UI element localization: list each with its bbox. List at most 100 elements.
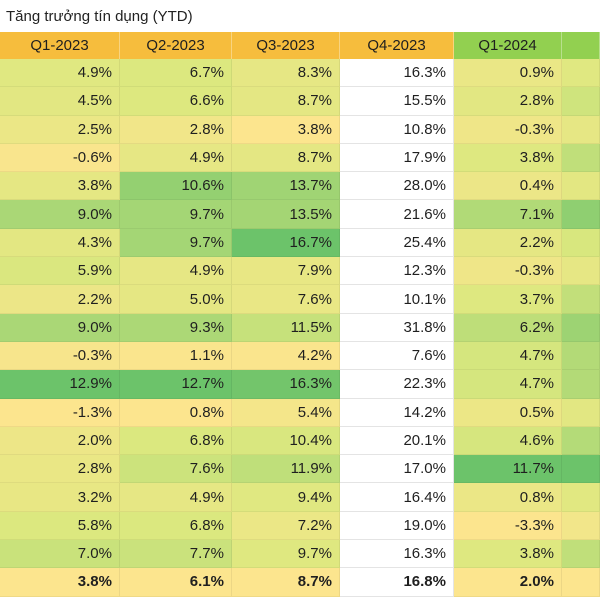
table-cell-partial[interactable] bbox=[562, 172, 600, 201]
column-header[interactable]: Q3-2023 bbox=[232, 32, 340, 59]
table-cell-partial[interactable] bbox=[562, 341, 600, 371]
column-header[interactable]: Q4-2023 bbox=[340, 32, 454, 59]
table-cell[interactable]: 3.2% bbox=[0, 483, 120, 512]
table-cell[interactable]: 8.3% bbox=[232, 59, 340, 88]
table-cell[interactable]: 5.8% bbox=[0, 511, 120, 541]
table-cell[interactable]: 9.7% bbox=[232, 540, 340, 569]
table-cell[interactable]: 6.8% bbox=[120, 511, 232, 541]
table-cell-partial[interactable] bbox=[562, 455, 600, 484]
table-cell-partial[interactable] bbox=[562, 398, 600, 427]
table-cell[interactable]: 7.7% bbox=[120, 540, 232, 569]
table-cell[interactable]: 4.7% bbox=[454, 370, 562, 399]
table-cell-partial[interactable] bbox=[562, 285, 600, 314]
table-cell[interactable]: 4.9% bbox=[120, 257, 232, 286]
table-cell[interactable]: 3.8% bbox=[0, 172, 120, 201]
column-header[interactable]: Q1-2023 bbox=[0, 32, 120, 59]
table-cell[interactable]: 7.9% bbox=[232, 257, 340, 286]
table-cell[interactable]: 0.5% bbox=[454, 398, 562, 427]
table-cell[interactable]: 9.0% bbox=[0, 200, 120, 229]
table-cell[interactable]: 28.0% bbox=[340, 172, 454, 201]
table-cell[interactable]: 15.5% bbox=[340, 87, 454, 116]
table-cell-partial[interactable] bbox=[562, 59, 600, 88]
table-cell-partial[interactable] bbox=[562, 115, 600, 144]
table-cell-partial[interactable] bbox=[562, 313, 600, 342]
table-cell[interactable]: 7.6% bbox=[232, 285, 340, 314]
table-cell[interactable]: 0.8% bbox=[120, 398, 232, 427]
table-cell[interactable]: 0.8% bbox=[454, 483, 562, 512]
table-cell[interactable]: 5.4% bbox=[232, 398, 340, 427]
table-cell[interactable]: 8.7% bbox=[232, 87, 340, 116]
table-cell[interactable]: 11.5% bbox=[232, 313, 340, 342]
table-cell[interactable]: 10.1% bbox=[340, 285, 454, 314]
table-cell-partial[interactable] bbox=[562, 540, 600, 569]
table-cell[interactable]: 16.3% bbox=[232, 370, 340, 399]
table-cell[interactable]: -0.3% bbox=[0, 341, 120, 371]
table-cell[interactable]: 19.0% bbox=[340, 511, 454, 541]
table-cell[interactable]: 16.4% bbox=[340, 483, 454, 512]
table-cell[interactable]: 13.7% bbox=[232, 172, 340, 201]
table-cell[interactable]: -0.6% bbox=[0, 143, 120, 173]
table-cell[interactable]: 20.1% bbox=[340, 426, 454, 456]
column-header[interactable]: Q2-2023 bbox=[120, 32, 232, 59]
table-cell-partial[interactable] bbox=[562, 228, 600, 258]
table-cell[interactable]: 11.7% bbox=[454, 455, 562, 484]
table-cell[interactable]: 5.9% bbox=[0, 257, 120, 286]
table-cell[interactable]: 3.8% bbox=[454, 540, 562, 569]
table-cell-partial[interactable] bbox=[562, 257, 600, 286]
table-cell[interactable]: -1.3% bbox=[0, 398, 120, 427]
table-cell[interactable]: 17.9% bbox=[340, 143, 454, 173]
table-cell[interactable]: 10.4% bbox=[232, 426, 340, 456]
table-cell[interactable]: 9.0% bbox=[0, 313, 120, 342]
table-cell-partial[interactable] bbox=[562, 87, 600, 116]
table-cell[interactable]: 8.7% bbox=[232, 143, 340, 173]
total-cell[interactable]: 16.8% bbox=[340, 568, 454, 597]
table-cell[interactable]: 9.7% bbox=[120, 200, 232, 229]
table-cell-partial[interactable] bbox=[562, 370, 600, 399]
table-cell[interactable]: 2.2% bbox=[454, 228, 562, 258]
table-cell-partial[interactable] bbox=[562, 200, 600, 229]
table-cell[interactable]: 0.4% bbox=[454, 172, 562, 201]
table-cell[interactable]: 6.6% bbox=[120, 87, 232, 116]
table-cell[interactable]: 16.3% bbox=[340, 540, 454, 569]
column-header-partial[interactable] bbox=[562, 32, 600, 59]
table-cell[interactable]: 2.5% bbox=[0, 115, 120, 144]
table-cell-partial[interactable] bbox=[562, 511, 600, 541]
table-cell[interactable]: 6.8% bbox=[120, 426, 232, 456]
table-cell[interactable]: 4.9% bbox=[120, 143, 232, 173]
table-cell[interactable]: 1.1% bbox=[120, 341, 232, 371]
total-cell[interactable]: 2.0% bbox=[454, 568, 562, 597]
table-cell[interactable]: 16.3% bbox=[340, 59, 454, 88]
table-cell[interactable]: 9.3% bbox=[120, 313, 232, 342]
table-cell[interactable]: 2.2% bbox=[0, 285, 120, 314]
table-cell[interactable]: 10.8% bbox=[340, 115, 454, 144]
table-cell[interactable]: 4.6% bbox=[454, 426, 562, 456]
table-cell[interactable]: 10.6% bbox=[120, 172, 232, 201]
table-cell[interactable]: 9.4% bbox=[232, 483, 340, 512]
table-cell[interactable]: 4.5% bbox=[0, 87, 120, 116]
table-cell[interactable]: -0.3% bbox=[454, 257, 562, 286]
table-cell-partial[interactable] bbox=[562, 426, 600, 456]
table-cell[interactable]: 4.7% bbox=[454, 341, 562, 371]
table-cell[interactable]: 17.0% bbox=[340, 455, 454, 484]
table-cell[interactable]: 13.5% bbox=[232, 200, 340, 229]
table-cell[interactable]: 4.2% bbox=[232, 341, 340, 371]
table-cell[interactable]: 12.7% bbox=[120, 370, 232, 399]
table-cell[interactable]: 2.8% bbox=[454, 87, 562, 116]
table-cell[interactable]: 7.6% bbox=[120, 455, 232, 484]
table-cell[interactable]: 2.8% bbox=[0, 455, 120, 484]
table-cell[interactable]: 9.7% bbox=[120, 228, 232, 258]
table-cell[interactable]: 5.0% bbox=[120, 285, 232, 314]
table-cell[interactable]: 7.0% bbox=[0, 540, 120, 569]
table-cell[interactable]: -3.3% bbox=[454, 511, 562, 541]
table-cell[interactable]: 21.6% bbox=[340, 200, 454, 229]
table-cell[interactable]: 7.2% bbox=[232, 511, 340, 541]
table-cell[interactable]: 0.9% bbox=[454, 59, 562, 88]
table-cell[interactable]: 7.1% bbox=[454, 200, 562, 229]
total-cell-partial[interactable] bbox=[562, 568, 600, 597]
table-cell[interactable]: 3.7% bbox=[454, 285, 562, 314]
table-cell-partial[interactable] bbox=[562, 143, 600, 173]
table-cell[interactable]: 4.3% bbox=[0, 228, 120, 258]
table-cell[interactable]: 3.8% bbox=[454, 143, 562, 173]
total-cell[interactable]: 6.1% bbox=[120, 568, 232, 597]
table-cell[interactable]: 2.8% bbox=[120, 115, 232, 144]
